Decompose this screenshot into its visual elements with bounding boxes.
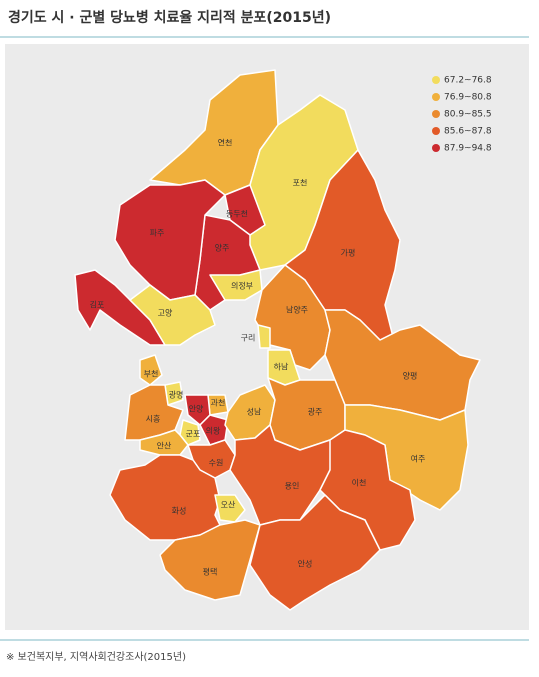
region: [224, 184, 266, 236]
region-label: 수원: [209, 459, 224, 468]
region-label: 화성: [172, 507, 187, 516]
region-label: 군포: [186, 430, 201, 439]
region: [257, 324, 271, 349]
region-label: 양평: [403, 371, 418, 381]
source-note: ※ 보건복지부, 지역사회건강조사(2015년): [6, 651, 186, 663]
legend-label: 67.2~76.8: [444, 76, 492, 86]
region-label: 의왕: [206, 426, 221, 436]
region-label: 광명: [169, 390, 184, 400]
legend-swatch: [432, 93, 440, 101]
region: [319, 429, 416, 551]
region: [114, 179, 226, 301]
region-label: 과천: [211, 398, 226, 408]
region-label: 포천: [293, 178, 308, 188]
region-label: 오산: [221, 500, 236, 510]
legend-swatch: [432, 127, 440, 135]
region: [214, 494, 246, 523]
region-label: 남양주: [286, 306, 308, 315]
region: [249, 494, 381, 611]
region: [139, 354, 163, 386]
legend-swatch: [432, 144, 440, 152]
region-label: 여주: [411, 454, 426, 464]
region: [129, 284, 216, 346]
region: [179, 419, 201, 446]
legend-swatch: [432, 76, 440, 84]
region-label: 성남: [247, 408, 262, 417]
region-label: 파주: [150, 229, 165, 238]
region: [74, 269, 166, 346]
region-label: 의정부: [231, 281, 253, 291]
region-label: 연천: [218, 138, 233, 148]
legend-label: 85.6~87.8: [444, 127, 492, 137]
region-label: 하남: [274, 362, 289, 372]
legend-label: 80.9~85.5: [444, 110, 492, 120]
region-label: 용인: [285, 481, 300, 491]
region: [159, 519, 261, 601]
region-label: 동두천: [226, 209, 248, 219]
region-label: 안성: [298, 559, 313, 569]
legend-swatch: [432, 110, 440, 118]
region-label: 광주: [308, 407, 323, 417]
legend-label: 76.9~80.8: [444, 93, 492, 103]
region-label: 가평: [341, 248, 356, 258]
region: [199, 414, 229, 446]
legend: 67.2~76.8 76.9~80.8 80.9~85.5 85.6~87.8 87.9…: [432, 76, 492, 154]
title: 경기도 시 · 군별 당뇨병 치료율 지리적 분포(2015년): [8, 9, 331, 26]
region-label: 부천: [144, 369, 159, 379]
region-label: 시흥: [146, 414, 161, 424]
region-label: 양주: [215, 244, 230, 253]
region-label: 평택: [203, 567, 218, 577]
legend-label: 87.9~94.8: [444, 144, 492, 154]
region-label: 이천: [352, 478, 367, 488]
region-label: 고양: [158, 309, 173, 318]
region-label: 안양: [189, 404, 204, 414]
region-label: 김포: [90, 300, 105, 310]
region-label: 구리: [241, 334, 256, 343]
regions: [74, 69, 481, 611]
region-label: 안산: [157, 441, 172, 451]
region: [124, 384, 184, 441]
